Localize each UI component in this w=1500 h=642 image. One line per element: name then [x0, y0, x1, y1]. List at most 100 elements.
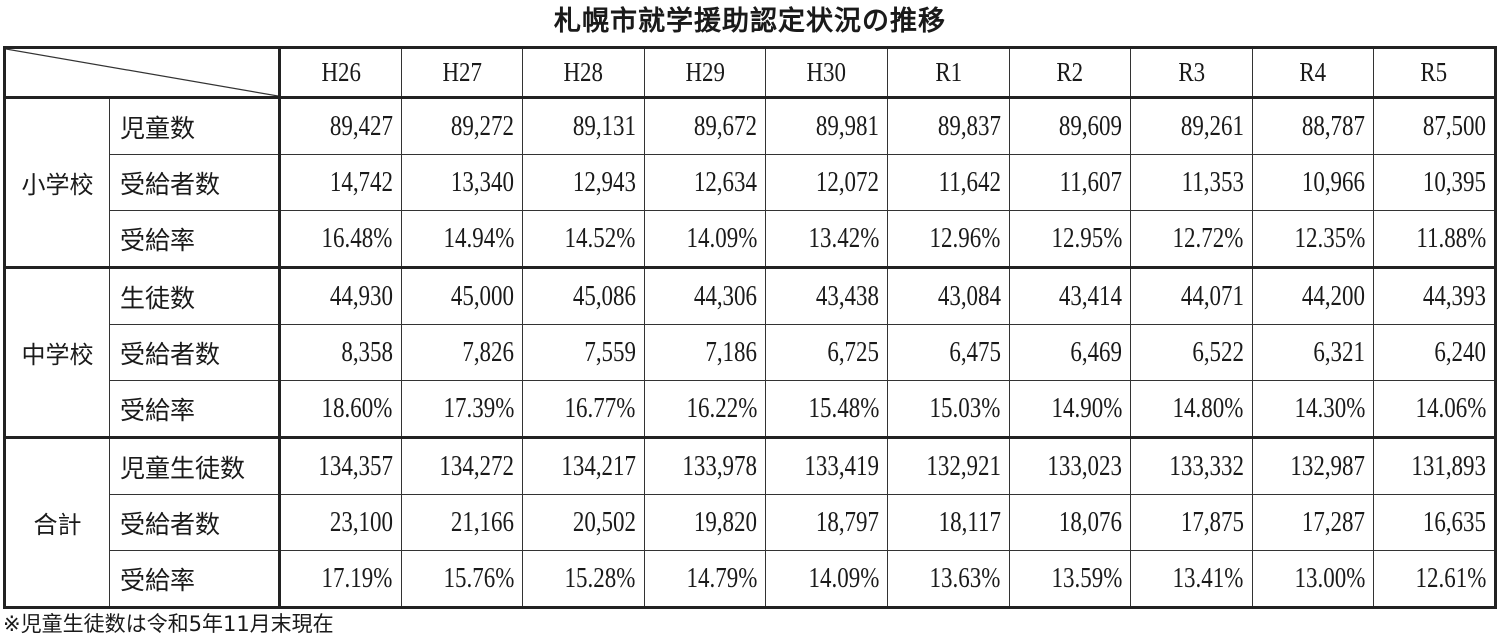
value-text: 12.61%	[1415, 562, 1486, 594]
value-cell: 88,787	[1251, 97, 1375, 155]
value-text: 133,023	[1047, 450, 1123, 482]
value-text: 88,787	[1302, 110, 1366, 142]
value-cell: 16.22%	[643, 380, 767, 438]
table-row: 受給率 17.19% 15.76% 15.28% 14.79% 14.09% 13.63% 1…	[5, 550, 1496, 608]
value-text: 13.00%	[1294, 562, 1366, 594]
value-cell: 8,358	[279, 324, 402, 381]
row-label: 受給率	[109, 550, 281, 608]
value-cell: 89,131	[522, 97, 645, 155]
value-text: 87,500	[1422, 110, 1486, 142]
value-cell: 12,943	[522, 154, 645, 211]
value-text: 133,332	[1169, 450, 1244, 482]
value-text: 6,522	[1192, 336, 1244, 368]
value-text: 18,797	[815, 506, 879, 538]
value-cell: 15.03%	[886, 380, 1010, 438]
value-cell: 44,393	[1373, 266, 1496, 325]
value-cell: 11,642	[886, 154, 1010, 211]
value-cell: 13.42%	[765, 210, 888, 268]
value-text: 16.48%	[321, 222, 393, 254]
column-header-text: R3	[1178, 57, 1205, 87]
value-text: 17.19%	[321, 562, 393, 594]
column-header: R4	[1251, 47, 1375, 99]
value-text: 7,559	[584, 336, 636, 368]
column-header-text: H27	[442, 57, 482, 87]
value-text: 13.59%	[1051, 562, 1123, 594]
value-cell: 7,186	[643, 324, 767, 381]
value-cell: 134,272	[400, 436, 524, 495]
value-cell: 89,837	[886, 97, 1010, 155]
row-label: 児童数	[109, 97, 281, 155]
value-cell: 17,875	[1130, 494, 1253, 551]
diagonal-line	[6, 49, 278, 96]
table-title: 札幌市就学援助認定状況の推移	[554, 6, 946, 37]
value-text: 11,642	[938, 166, 1001, 198]
value-text: 18,117	[938, 506, 1001, 538]
value-text: 20,502	[572, 506, 636, 538]
value-text: 44,306	[694, 280, 758, 312]
value-text: 43,414	[1059, 280, 1123, 312]
value-text: 12,634	[694, 166, 758, 198]
column-header: H30	[765, 47, 888, 99]
value-text: 12.95%	[1051, 222, 1123, 254]
value-text: 19,820	[694, 506, 758, 538]
value-cell: 15.76%	[400, 550, 524, 608]
value-text: 10,966	[1302, 166, 1366, 198]
value-text: 13.42%	[808, 222, 879, 254]
value-text: 15.76%	[443, 562, 515, 594]
value-cell: 132,987	[1251, 436, 1375, 495]
value-text: 7,826	[462, 336, 515, 368]
value-text: 11,607	[1059, 166, 1123, 198]
value-cell: 87,500	[1373, 97, 1496, 155]
value-cell: 6,522	[1130, 324, 1253, 381]
value-text: 132,987	[1290, 450, 1366, 482]
value-cell: 14.09%	[643, 210, 767, 268]
value-text: 10,395	[1422, 166, 1486, 198]
value-cell: 6,475	[886, 324, 1010, 381]
value-text: 133,978	[682, 450, 758, 482]
column-header-text: R2	[1056, 57, 1084, 87]
value-text: 12.72%	[1172, 222, 1244, 254]
value-text: 89,427	[329, 110, 393, 142]
value-text: 14.09%	[686, 222, 758, 254]
group-label: 合計	[4, 436, 110, 608]
group-label: 中学校	[4, 266, 110, 438]
value-text: 12,943	[572, 166, 636, 198]
value-text: 44,071	[1180, 280, 1244, 312]
value-cell: 14.09%	[765, 550, 888, 608]
row-label: 受給率	[109, 380, 281, 438]
column-header-text: H28	[563, 57, 604, 87]
value-text: 12.35%	[1294, 222, 1366, 254]
value-cell: 12,634	[643, 154, 767, 211]
column-header: R3	[1130, 47, 1253, 99]
value-text: 13.63%	[929, 562, 1001, 594]
value-cell: 89,609	[1008, 97, 1132, 155]
value-text: 44,200	[1302, 280, 1366, 312]
value-text: 15.03%	[929, 392, 1001, 424]
value-text: 44,930	[329, 280, 393, 312]
value-cell: 23,100	[279, 494, 402, 551]
table-row: 受給者数 23,100 21,166 20,502 19,820 18,797 18,117…	[5, 494, 1496, 551]
value-text: 8,358	[340, 336, 393, 368]
value-cell: 13.00%	[1251, 550, 1375, 608]
value-text: 18.60%	[321, 392, 393, 424]
column-header-text: H29	[685, 57, 725, 87]
column-header-text: H30	[806, 57, 847, 87]
value-cell: 17,287	[1251, 494, 1375, 551]
value-cell: 89,672	[643, 97, 767, 155]
value-cell: 6,725	[765, 324, 888, 381]
value-text: 18,076	[1059, 506, 1123, 538]
table-row: 受給者数 8,358 7,826 7,559 7,186 6,725 6,475 6,469 6…	[5, 324, 1496, 381]
value-cell: 15.28%	[522, 550, 645, 608]
value-cell: 10,395	[1373, 154, 1496, 211]
corner-cell	[4, 47, 281, 99]
value-cell: 89,427	[279, 97, 402, 155]
value-cell: 15.48%	[765, 380, 888, 438]
value-text: 17.39%	[443, 392, 515, 424]
value-cell: 16.77%	[522, 380, 645, 438]
value-cell: 14.30%	[1251, 380, 1375, 438]
table-row: 小学校 児童数 89,427 89,272 89,131 89,672 89,981 89,8…	[4, 97, 1496, 268]
value-text: 14.09%	[808, 562, 879, 594]
value-cell: 12.61%	[1373, 550, 1496, 608]
value-text: 14.52%	[564, 222, 636, 254]
value-text: 15.28%	[564, 562, 636, 594]
